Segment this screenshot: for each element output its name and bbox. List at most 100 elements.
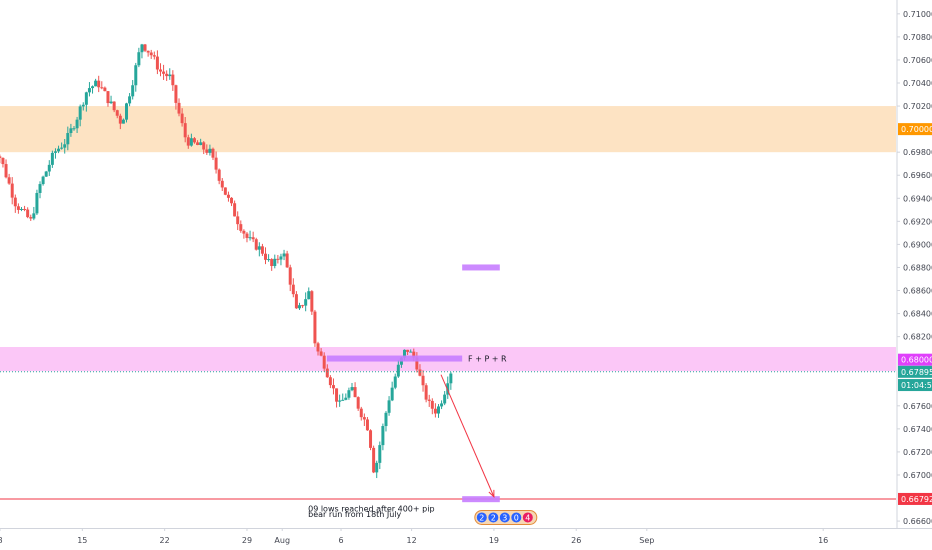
candle-body (217, 169, 221, 181)
candle-body (35, 192, 39, 214)
time-tick-label: 6 (338, 536, 343, 545)
event-badge-count: 2 (479, 513, 484, 522)
candle-body (168, 74, 172, 77)
candle-body (1, 157, 5, 165)
target-marker (462, 496, 500, 503)
candle-body (375, 462, 379, 473)
candle-body (449, 373, 453, 384)
candle-body (84, 92, 88, 105)
candle-body (396, 364, 400, 377)
candle-body (316, 343, 320, 352)
candle-body (412, 351, 416, 358)
candle-body (32, 213, 36, 219)
candle-body (341, 399, 345, 401)
lows-note-line2: bear run from 18th July (308, 510, 401, 519)
candle-body (239, 224, 243, 231)
candle-body (236, 216, 240, 225)
candle-body (152, 55, 156, 57)
candle-body (338, 400, 342, 402)
candle-body (183, 123, 187, 138)
candle-body (430, 400, 434, 409)
candle-body (97, 80, 101, 88)
price-labels-layer: 0.70000 0.68000 0.67895 01:04:53 0.66792 (898, 123, 932, 505)
label-70000-bg (898, 123, 932, 136)
candle-body (325, 368, 329, 378)
label-68000: 0.68000 (901, 356, 932, 365)
candle-body (125, 103, 129, 120)
candle-body (208, 148, 212, 153)
fpr-marker (326, 355, 463, 362)
candle-body (307, 291, 311, 300)
candle-body (251, 237, 255, 240)
candle-body (356, 397, 360, 409)
candle-body (282, 253, 286, 257)
candle-body (267, 259, 271, 261)
candle-body (369, 430, 373, 448)
candle-body (328, 377, 332, 386)
candle-body (50, 152, 54, 165)
candle-body (100, 87, 104, 89)
projection-arrow-head (488, 489, 495, 499)
event-flag-icon (511, 512, 522, 523)
candle-body (75, 119, 79, 129)
candle-body (335, 388, 339, 402)
level-marker-688 (462, 264, 500, 271)
price-tick-label: 0.66600 (903, 517, 932, 526)
candle-body (393, 376, 397, 388)
label-timer: 01:04:53 (901, 381, 932, 390)
candle-body (202, 142, 206, 150)
time-tick-label: 15 (77, 536, 87, 545)
time-tick-label: 26 (571, 536, 581, 545)
candle-body (297, 305, 301, 309)
candle-body (189, 138, 193, 146)
fpr-label: F + P + R (468, 355, 507, 364)
candle-body (230, 197, 234, 204)
zones-layer (0, 106, 896, 372)
time-tick-label: 29 (242, 536, 252, 545)
candle-body (128, 96, 132, 104)
candle-body (260, 246, 264, 254)
event-badge-count: 0 (514, 513, 519, 522)
candle-body (47, 164, 51, 172)
candle-body (106, 91, 110, 104)
candle-body (205, 149, 209, 153)
candle-body (69, 128, 73, 134)
candle-body (418, 369, 422, 376)
event-flag-icon (522, 512, 533, 523)
candle-body (226, 194, 230, 198)
candle-body (294, 294, 298, 309)
label-timer-bg (898, 379, 932, 392)
candle-body (171, 74, 175, 86)
candle-body (436, 406, 440, 414)
candle-body (443, 394, 447, 404)
candle-body (362, 417, 366, 420)
candle-body (60, 147, 64, 149)
candle-body (131, 85, 135, 97)
candle-body (353, 387, 357, 398)
candle-body (322, 355, 326, 369)
candle-body (415, 357, 419, 370)
candle-body (264, 253, 268, 260)
overlays-layer: F + P + R 09 lows reached after 400+ pipb… (0, 264, 896, 525)
candle-body (23, 208, 27, 210)
candle-body (409, 351, 413, 353)
candle-body (137, 52, 141, 66)
candle-body (149, 52, 153, 56)
candle-body (38, 184, 42, 193)
candle-body (186, 137, 190, 146)
candle-body (115, 110, 119, 116)
candle-body (248, 237, 252, 239)
candle-body (146, 50, 150, 53)
candle-body (446, 383, 450, 395)
candle-body (301, 305, 305, 307)
candle-body (26, 209, 30, 218)
candle-body (109, 101, 113, 104)
supply-zone (0, 106, 896, 153)
